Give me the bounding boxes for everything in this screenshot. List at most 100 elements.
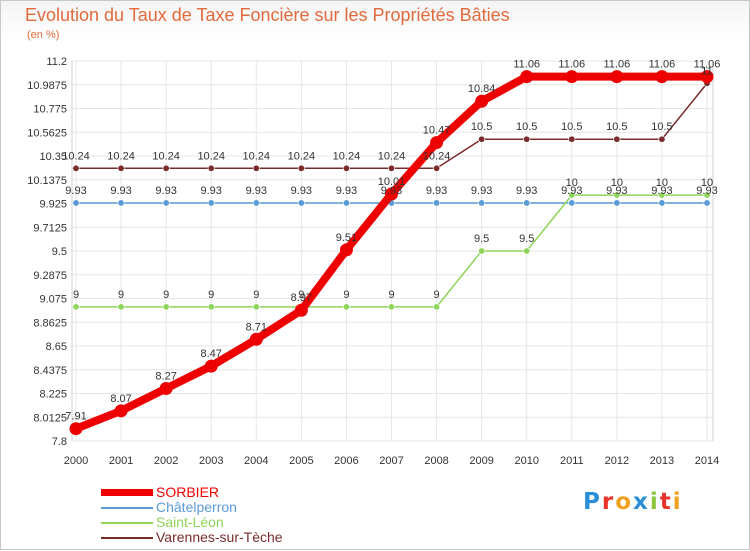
data-label-saint-leon: 9.5 <box>519 233 534 245</box>
data-point-varennes-sur-teche <box>658 135 666 143</box>
data-label-sorbier: 8.27 <box>155 370 176 382</box>
x-tick-label: 2006 <box>334 455 358 467</box>
data-label-sorbier: 9.51 <box>336 232 357 244</box>
data-label-saint-leon: 9 <box>434 289 440 301</box>
data-point-sorbier <box>204 359 218 373</box>
data-point-saint-leon <box>342 303 350 311</box>
data-label-chatelperron: 9.93 <box>65 185 86 197</box>
x-tick-label: 2000 <box>64 455 88 467</box>
data-label-varennes-sur-teche: 10.24 <box>62 150 90 162</box>
data-label-saint-leon: 9.5 <box>474 233 489 245</box>
data-point-chatelperron <box>72 199 80 207</box>
x-tick-label: 2008 <box>424 455 448 467</box>
y-tick-label: 10.775 <box>33 104 67 116</box>
data-label-saint-leon: 9 <box>253 289 259 301</box>
x-tick-label: 2013 <box>650 455 674 467</box>
data-point-chatelperron <box>162 199 170 207</box>
data-label-varennes-sur-teche: 10.24 <box>423 150 451 162</box>
logo-letter: o <box>615 489 634 515</box>
data-label-varennes-sur-teche: 10.24 <box>288 150 316 162</box>
legend-swatch <box>101 489 153 496</box>
data-point-varennes-sur-teche <box>162 164 170 172</box>
x-tick-label: 2002 <box>154 455 178 467</box>
data-point-sorbier <box>610 70 624 84</box>
x-tick-label: 2010 <box>514 455 538 467</box>
logo-letter: i <box>672 489 683 515</box>
data-label-chatelperron: 9.93 <box>110 185 131 197</box>
data-label-saint-leon: 9 <box>343 289 349 301</box>
data-point-saint-leon <box>117 303 125 311</box>
y-tick-label: 8.4375 <box>33 365 67 377</box>
data-labels: 9.93 9.93 9.93 9.93 9.93 9.93 9.93 9.93 9.93 9.93… <box>62 59 720 423</box>
data-point-sorbier <box>294 303 308 317</box>
y-tick-label: 8.0125 <box>33 412 67 424</box>
data-label-sorbier: 7.91 <box>65 411 86 423</box>
data-label-chatelperron: 9.93 <box>246 185 267 197</box>
data-label-varennes-sur-teche: 10.5 <box>516 121 537 133</box>
legend-label: Varennes-sur-Tèche <box>156 529 283 545</box>
data-point-saint-leon <box>162 303 170 311</box>
data-point-sorbier <box>655 70 669 84</box>
proxiti-logo: Proxiti <box>583 489 683 515</box>
data-label-saint-leon: 10 <box>701 177 713 189</box>
data-label-sorbier: 10.84 <box>468 83 496 95</box>
x-tick-label: 2005 <box>289 455 313 467</box>
logo-letter: x <box>633 489 650 515</box>
data-point-sorbier <box>114 404 128 418</box>
data-label-varennes-sur-teche: 10.5 <box>471 121 492 133</box>
y-tick-label: 10.9875 <box>27 80 67 92</box>
y-tick-label: 10.35 <box>39 151 67 163</box>
gridlines <box>72 60 713 442</box>
data-label-varennes-sur-teche: 10.5 <box>651 121 672 133</box>
data-label-chatelperron: 9.93 <box>426 185 447 197</box>
y-tick-label: 9.2875 <box>33 270 67 282</box>
data-point-saint-leon <box>72 303 80 311</box>
data-label-chatelperron: 9.93 <box>291 185 312 197</box>
data-point-varennes-sur-teche <box>433 164 441 172</box>
chart-title: Evolution du Taux de Taxe Foncière sur l… <box>25 5 510 25</box>
data-point-sorbier <box>475 94 489 108</box>
data-point-saint-leon <box>568 191 576 199</box>
data-label-saint-leon: 9 <box>298 289 304 301</box>
data-label-saint-leon: 9 <box>388 289 394 301</box>
data-label-chatelperron: 9.93 <box>201 185 222 197</box>
data-label-saint-leon: 9 <box>208 289 214 301</box>
data-label-saint-leon: 10 <box>656 177 668 189</box>
data-label-sorbier: 8.47 <box>201 348 222 360</box>
logo-letter: i <box>649 489 660 515</box>
data-label-varennes-sur-teche: 10.24 <box>243 150 271 162</box>
data-point-saint-leon <box>252 303 260 311</box>
data-point-sorbier <box>249 332 263 346</box>
data-point-chatelperron <box>433 199 441 207</box>
legend-label: Saint-Léon <box>156 514 224 530</box>
data-label-varennes-sur-teche: 10.5 <box>606 121 627 133</box>
data-label-sorbier: 8.71 <box>246 321 267 333</box>
data-point-saint-leon <box>207 303 215 311</box>
data-point-varennes-sur-teche <box>523 135 531 143</box>
data-point-varennes-sur-teche <box>297 164 305 172</box>
x-tick-label: 2007 <box>379 455 403 467</box>
data-point-sorbier <box>430 136 444 150</box>
data-label-saint-leon: 10 <box>611 177 623 189</box>
data-label-varennes-sur-teche: 10.24 <box>333 150 361 162</box>
y-tick-label: 10.5625 <box>27 127 67 139</box>
data-point-chatelperron <box>568 199 576 207</box>
data-point-chatelperron <box>207 199 215 207</box>
data-label-sorbier: 11.06 <box>558 59 585 71</box>
data-label-varennes-sur-teche: 10.24 <box>152 150 180 162</box>
data-point-saint-leon <box>478 247 486 255</box>
data-label-chatelperron: 9.93 <box>606 185 627 197</box>
y-axis-tick-labels: 7.8 8.0125 8.225 8.4375 8.65 8.8625 9.075 9.287… <box>27 56 67 448</box>
data-point-saint-leon <box>523 247 531 255</box>
data-point-sorbier <box>520 70 534 84</box>
data-label-sorbier: 11.06 <box>603 59 630 71</box>
data-point-chatelperron <box>658 199 666 207</box>
y-tick-label: 9.7125 <box>33 222 67 234</box>
data-label-chatelperron: 9.93 <box>471 185 492 197</box>
data-point-varennes-sur-teche <box>387 164 395 172</box>
x-tick-label: 2012 <box>605 455 629 467</box>
data-point-varennes-sur-teche <box>117 164 125 172</box>
y-tick-label: 9.925 <box>39 199 67 211</box>
data-point-saint-leon <box>703 191 711 199</box>
data-point-varennes-sur-teche <box>478 135 486 143</box>
